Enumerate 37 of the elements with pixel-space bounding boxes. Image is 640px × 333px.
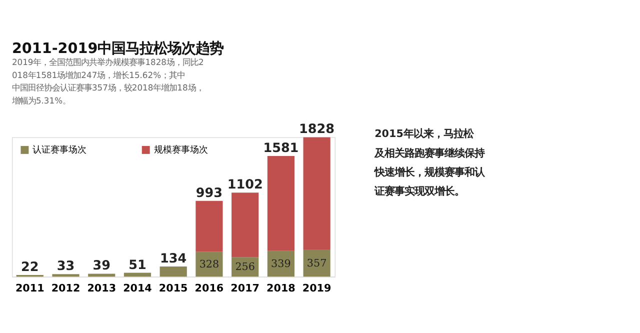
bar — [160, 266, 187, 277]
bar — [52, 274, 80, 277]
chart-subtitle: 2019年，全国范围内共举办规模赛事1828场，同比2018年1581场增加247场，增长15.62%；其中中国田径协会认证赛事357场，较2018年增加18场，增幅为5.31%。 — [10, 57, 204, 106]
text: 2015年以来，马拉松及相关路跑赛事继续保持快速增长，规模赛事和认证赛事实现双增长。 — [374, 128, 486, 198]
data-label: 339 — [271, 258, 291, 270]
bar — [196, 200, 223, 252]
x-tick-label: 2013 — [87, 282, 116, 294]
total-label: 134 — [160, 251, 187, 266]
legend-label: 认证赛事场次 — [32, 144, 87, 156]
total-label: 1581 — [263, 141, 299, 156]
total-label: 33 — [56, 259, 75, 274]
bar — [124, 272, 152, 277]
x-tick-label: 2011 — [15, 282, 44, 294]
bar — [267, 156, 294, 251]
x-tick-label: 2014 — [123, 282, 152, 294]
total-label: 51 — [128, 258, 146, 273]
data-label: 328 — [199, 258, 220, 270]
x-tick-label: 2015 — [158, 282, 188, 294]
data-label: 256 — [235, 261, 255, 274]
x-tick-label: 2017 — [230, 282, 260, 294]
total-label: 993 — [196, 186, 223, 201]
x-tick-label: 2018 — [266, 282, 296, 294]
total-label: 1828 — [299, 122, 335, 138]
bar — [88, 274, 116, 277]
total-label: 39 — [92, 258, 111, 274]
legend-label: 规模赛事场次 — [154, 144, 208, 156]
total-label: 1102 — [227, 178, 263, 193]
x-tick-label: 2019 — [302, 282, 332, 294]
bar — [196, 252, 223, 277]
bar — [303, 137, 330, 250]
x-tick-label: 2016 — [194, 282, 224, 294]
total-label: 22 — [21, 260, 39, 276]
x-tick-label: 2012 — [51, 282, 80, 294]
chart-title: 2011-2019中国马拉松场次趋势 — [12, 41, 224, 58]
data-label: 357 — [306, 257, 327, 270]
bar — [303, 249, 330, 277]
bar — [232, 192, 259, 258]
